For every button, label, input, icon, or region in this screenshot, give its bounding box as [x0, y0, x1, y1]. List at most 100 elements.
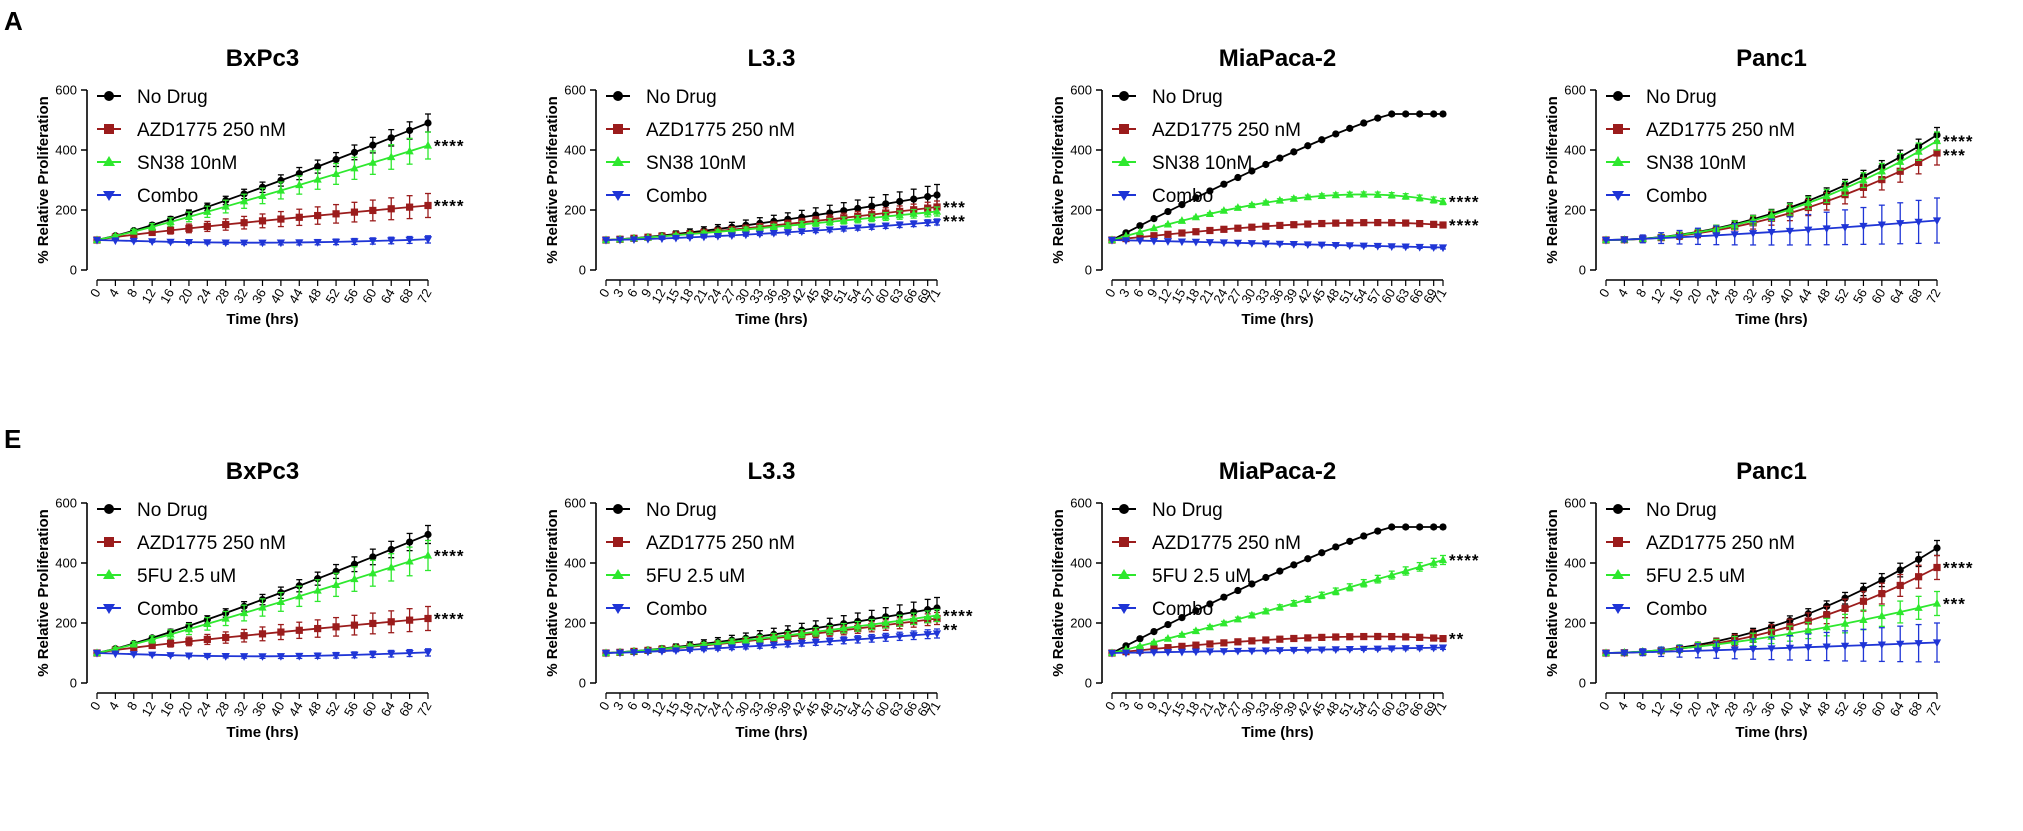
data-point [1840, 183, 1850, 192]
legend-label: Combo [1646, 599, 1707, 620]
data-point [1932, 136, 1942, 145]
data-point [932, 630, 942, 639]
data-point [685, 646, 695, 655]
series-azd1775-250-nm [1108, 219, 1447, 244]
data-point [258, 239, 267, 248]
y-tick-label: 400 [1070, 556, 1092, 571]
data-point [713, 638, 722, 647]
x-tick-label: 12 [1648, 699, 1668, 719]
significance-label: *** [943, 212, 966, 231]
x-tick-label: 45 [802, 699, 822, 719]
data-point [1657, 648, 1666, 657]
data-point [1840, 618, 1850, 627]
legend-entry: AZD1775 250 nM [1112, 533, 1301, 554]
data-point [1332, 130, 1340, 138]
data-point [368, 158, 377, 166]
data-point [853, 621, 862, 630]
x-tick-label: 68 [1905, 699, 1925, 719]
data-point [166, 629, 175, 638]
data-point [1121, 649, 1131, 658]
x-tick-label: 21 [690, 286, 710, 306]
x-tick-label: 42 [788, 699, 808, 719]
x-tick-label: 54 [844, 699, 864, 719]
data-point [1823, 611, 1831, 619]
data-point [1429, 244, 1438, 252]
data-point [203, 222, 211, 231]
data-point [295, 180, 304, 189]
legend-entry: AZD1775 250 nM [1606, 120, 1795, 141]
data-point [166, 238, 175, 247]
data-point [350, 574, 359, 583]
data-point [1359, 189, 1368, 198]
data-point [643, 235, 653, 244]
legend-entry: Combo [1606, 186, 1707, 207]
x-tick-label: 60 [872, 699, 892, 719]
x-tick-label: 69 [1420, 699, 1440, 719]
x-tick-label: 28 [212, 286, 232, 306]
data-point [741, 231, 750, 240]
data-point [1896, 640, 1905, 649]
legend-marker [1613, 124, 1623, 134]
legend-label: Combo [1152, 599, 1213, 620]
data-point [92, 236, 102, 245]
data-point [727, 644, 736, 653]
data-point [881, 211, 890, 220]
data-point [657, 647, 667, 656]
panel-letter-e: E [4, 424, 21, 454]
legend-entry: 5FU 2.5 uM [97, 566, 236, 587]
data-point [350, 238, 359, 247]
y-tick-label: 400 [1564, 556, 1586, 571]
data-point [258, 183, 267, 191]
data-point [1191, 212, 1201, 221]
legend-label: AZD1775 250 nM [1646, 533, 1795, 554]
x-tick-label: 4 [1614, 699, 1631, 713]
data-point [1877, 641, 1886, 650]
data-point [1374, 632, 1382, 641]
data-point [1205, 209, 1215, 217]
x-tick-label: 18 [676, 286, 696, 306]
x-tick-label: 39 [1280, 699, 1300, 719]
x-tick-label: 48 [1813, 699, 1833, 719]
significance-label: *** [1943, 595, 1966, 614]
x-tick-label: 36 [760, 286, 780, 306]
y-tick-label: 200 [564, 616, 586, 631]
data-point [221, 613, 230, 622]
data-point [1402, 219, 1410, 227]
data-point [369, 619, 377, 628]
data-point [839, 623, 848, 632]
x-axis-title: Time (hrs) [226, 724, 298, 741]
legend-entry: No Drug [606, 500, 717, 521]
data-point [166, 217, 175, 226]
x-tick-label: 48 [1813, 286, 1833, 306]
data-point [867, 223, 876, 232]
data-point [1261, 647, 1270, 656]
data-point [1896, 607, 1905, 616]
data-point [1360, 532, 1368, 540]
x-tick-label: 21 [1196, 286, 1216, 306]
x-tick-label: 27 [718, 699, 738, 719]
x-tick-label: 64 [1887, 286, 1907, 306]
data-point [1234, 224, 1242, 232]
chart-l3-3-e: L3.3020040060003691215182124273033363942… [544, 458, 972, 741]
data-point [405, 556, 414, 565]
data-point [1262, 573, 1270, 582]
x-axis-title: Time (hrs) [735, 311, 807, 328]
x-tick-label: 42 [1294, 286, 1314, 306]
data-point [1896, 167, 1904, 175]
x-tick-label: 60 [1378, 699, 1398, 719]
data-point [423, 236, 433, 244]
data-point [755, 634, 764, 642]
significance-label: **** [1449, 216, 1479, 235]
data-point [1276, 154, 1284, 162]
legend-label: AZD1775 250 nM [137, 533, 286, 554]
data-point [1620, 236, 1629, 245]
data-point [1374, 527, 1382, 535]
data-point [1933, 563, 1941, 572]
data-point [1331, 586, 1340, 595]
data-point [895, 616, 904, 624]
x-tick-label: 52 [322, 699, 342, 719]
legend-marker [1612, 604, 1624, 614]
data-point [1275, 647, 1284, 655]
